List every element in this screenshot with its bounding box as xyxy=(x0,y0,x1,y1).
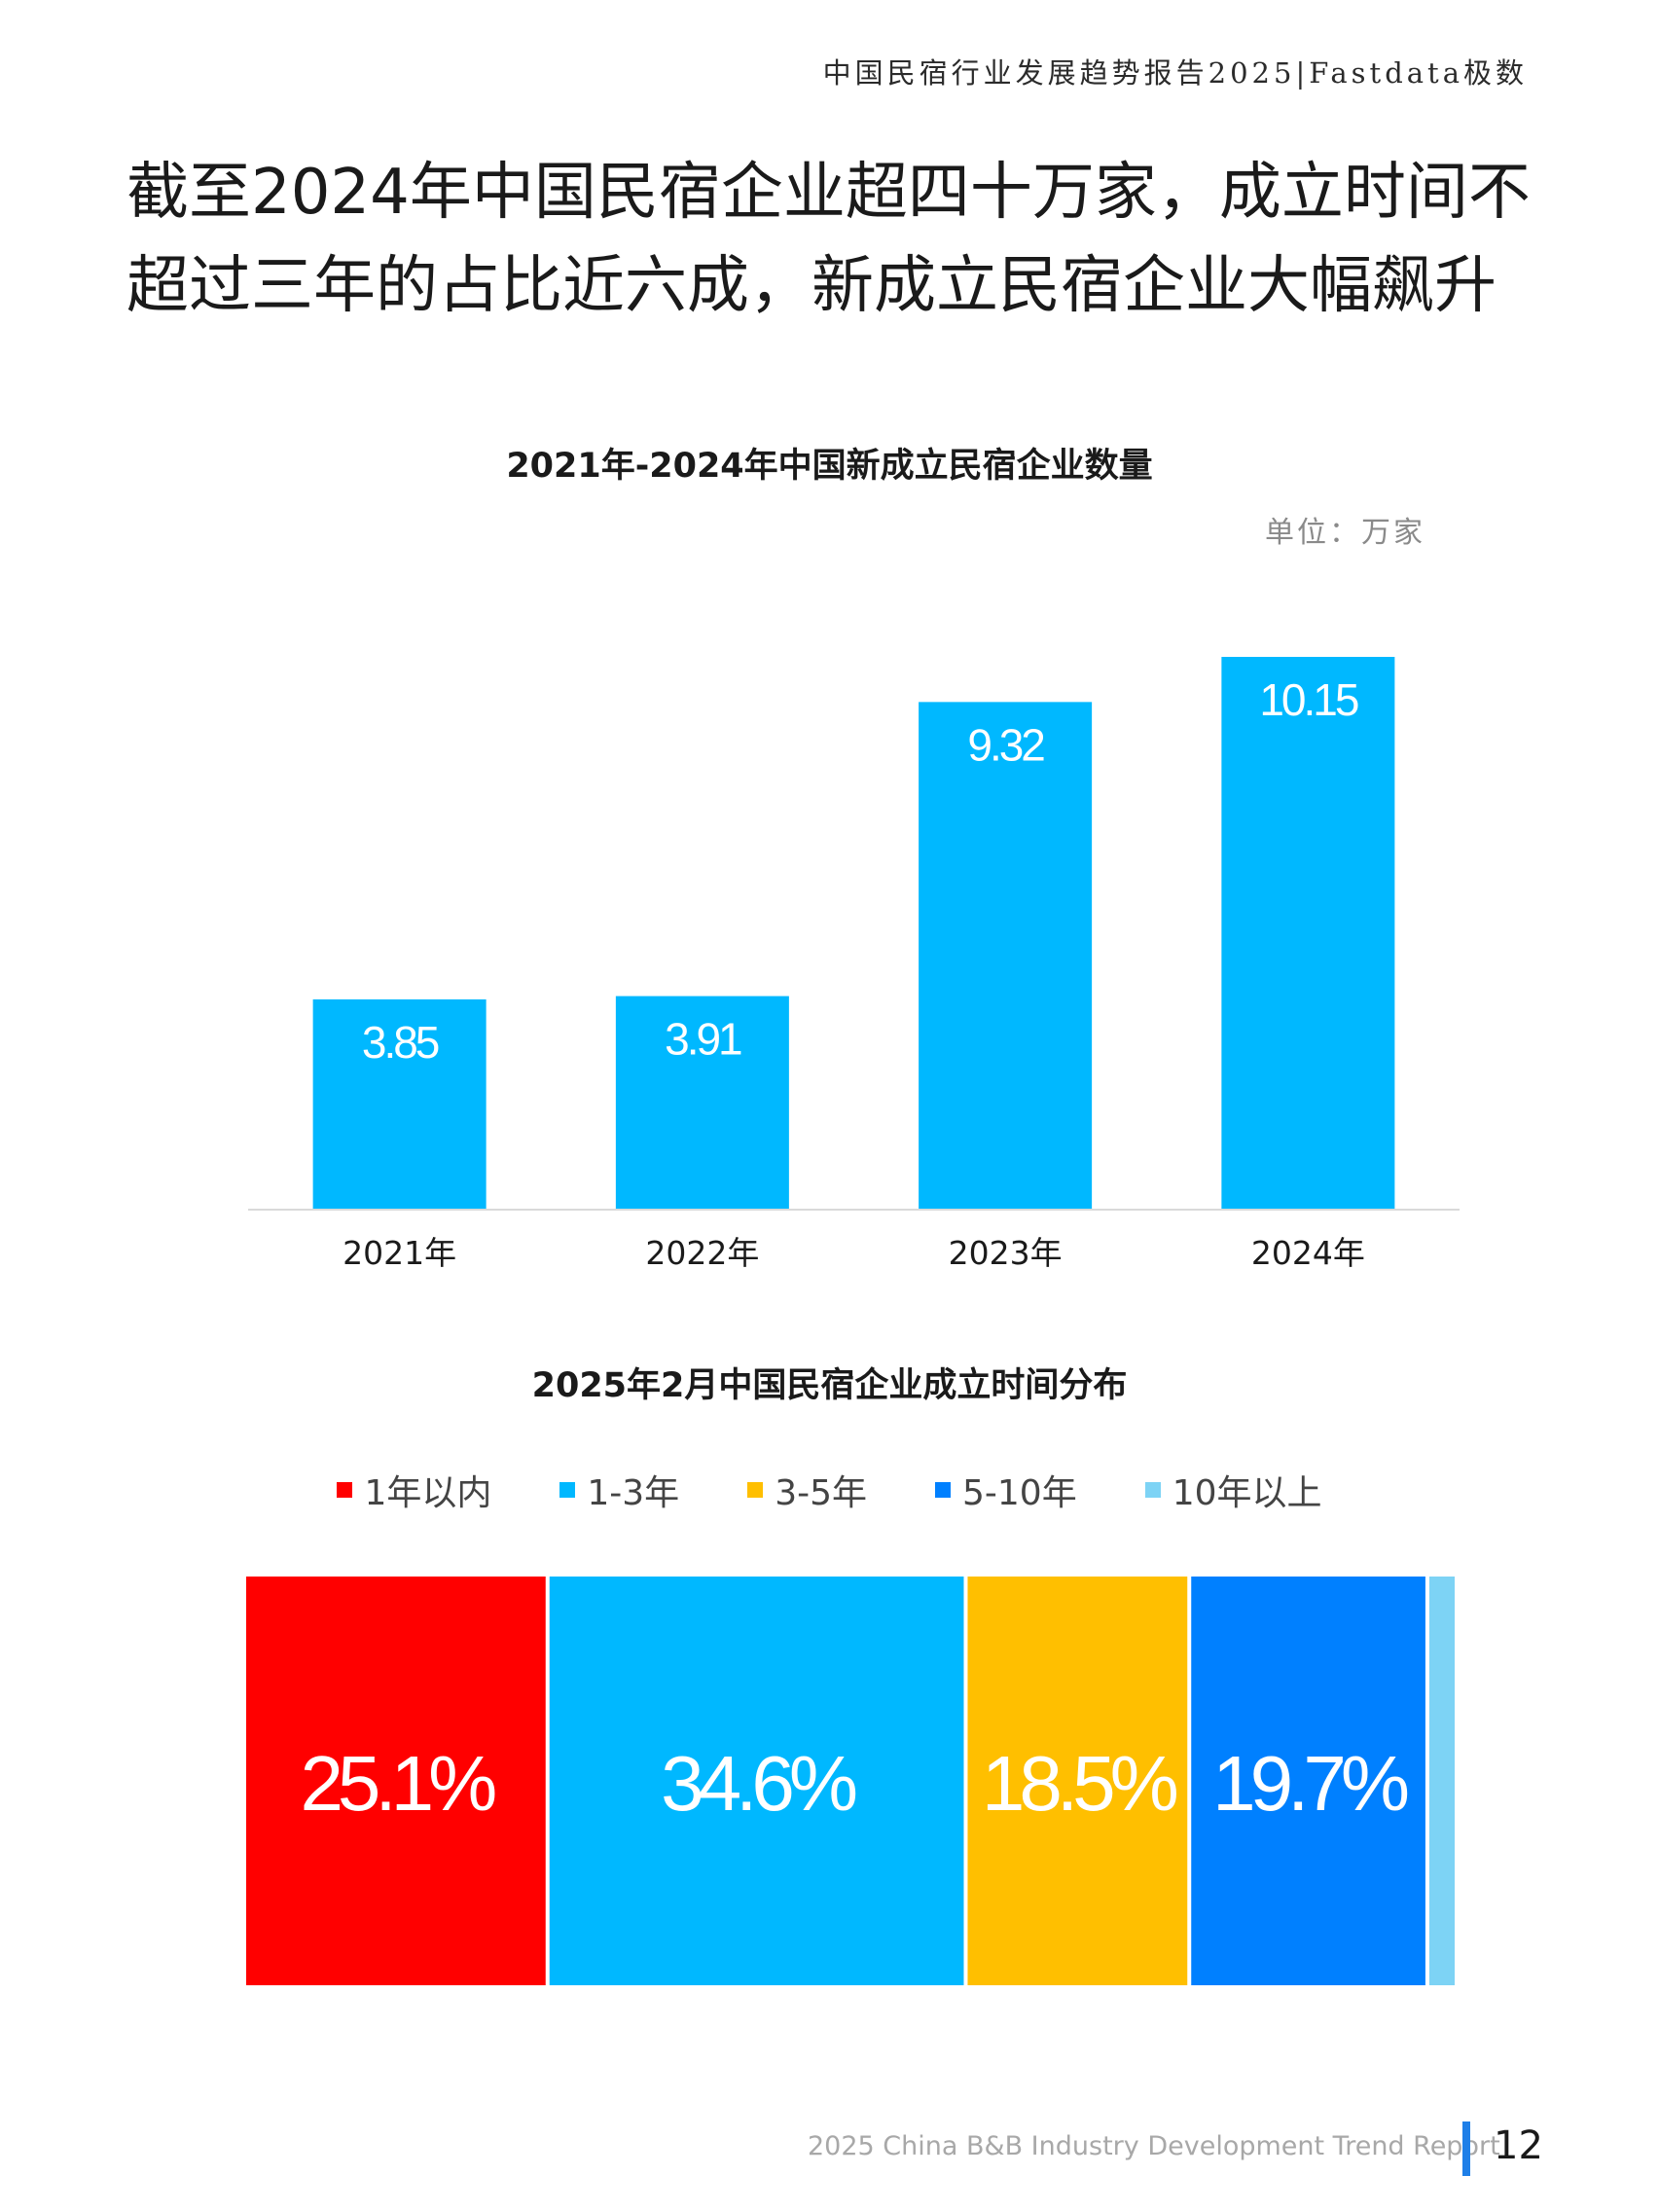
stacked-bar-chart: 25.1% 34.6% 18.5% 19.7% xyxy=(246,1577,1455,1985)
bar-value-label: 3.85 xyxy=(362,1017,439,1068)
headline-line-1: 截至2024年中国民宿企业超四十万家，成立时间不 xyxy=(126,157,1531,229)
x-tick-label: 2024年 xyxy=(1251,1234,1365,1272)
page-number: 12 xyxy=(1494,2123,1543,2168)
footer-accent-bar xyxy=(1462,2121,1470,2176)
page-headline: 截至2024年中国民宿企业超四十万家，成立时间不 超过三年的占比近六成，新成立民… xyxy=(126,146,1547,333)
legend-item: 5-10年 xyxy=(935,1465,1077,1515)
segment-1 xyxy=(549,1577,964,1985)
legend-item: 1-3年 xyxy=(559,1465,679,1515)
segment-4 xyxy=(1428,1577,1455,1985)
legend-swatch xyxy=(337,1482,353,1498)
x-tick-label: 2021年 xyxy=(343,1234,456,1272)
bar-2 xyxy=(919,702,1093,1209)
legend-swatch xyxy=(747,1482,764,1498)
bar-chart-title: 2021年-2024年中国新成立民宿企业数量 xyxy=(506,447,1153,486)
headline-line-2: 超过三年的占比近六成，新成立民宿企业大幅飙升 xyxy=(126,250,1497,322)
segment-value-label: 19.7% xyxy=(1212,1740,1408,1827)
legend-item: 3-5年 xyxy=(747,1465,867,1515)
legend-label: 3-5年 xyxy=(775,1473,867,1513)
x-tick-label: 2022年 xyxy=(645,1234,759,1272)
x-tick-label: 2023年 xyxy=(949,1234,1063,1272)
bar-chart-unit: 单位：万家 xyxy=(1265,516,1425,550)
stacked-chart-title: 2025年2月中国民宿企业成立时间分布 xyxy=(531,1366,1128,1405)
legend-label: 1年以内 xyxy=(364,1473,492,1513)
footer-report-name: 2025 China B&B Industry Development Tren… xyxy=(808,2131,1500,2161)
legend-swatch xyxy=(1144,1482,1161,1498)
segment-3 xyxy=(1191,1577,1425,1985)
legend-swatch xyxy=(559,1482,576,1498)
bar-0 xyxy=(312,998,487,1209)
segment-0 xyxy=(246,1577,546,1985)
bar-value-label: 10.15 xyxy=(1259,674,1358,725)
segment-value-label: 25.1% xyxy=(300,1740,495,1827)
legend-label: 5-10年 xyxy=(962,1473,1077,1513)
bar-value-label: 3.91 xyxy=(665,1014,741,1065)
legend-label: 1-3年 xyxy=(587,1473,680,1513)
bar-value-label: 9.32 xyxy=(967,719,1044,770)
legend-swatch xyxy=(935,1482,951,1498)
legend-item: 10年以上 xyxy=(1144,1465,1322,1515)
bar-3 xyxy=(1221,657,1395,1209)
report-header: 中国民宿行业发展趋势报告2025|Fastdata极数 xyxy=(822,56,1528,90)
legend-item: 1年以内 xyxy=(337,1465,491,1515)
segment-2 xyxy=(967,1577,1188,1985)
bar-1 xyxy=(615,996,789,1209)
legend-label: 10年以上 xyxy=(1172,1473,1322,1513)
bar-chart: 3.85 2021年 3.91 2022年 9.32 2023年 10.15 2024年 xyxy=(248,657,1460,1272)
segment-value-label: 34.6% xyxy=(661,1740,856,1827)
segment-value-label: 18.5% xyxy=(982,1740,1177,1827)
stacked-chart-legend: 1年以内 1-3年 3-5年 5-10年 10年以上 xyxy=(0,1465,1659,1515)
